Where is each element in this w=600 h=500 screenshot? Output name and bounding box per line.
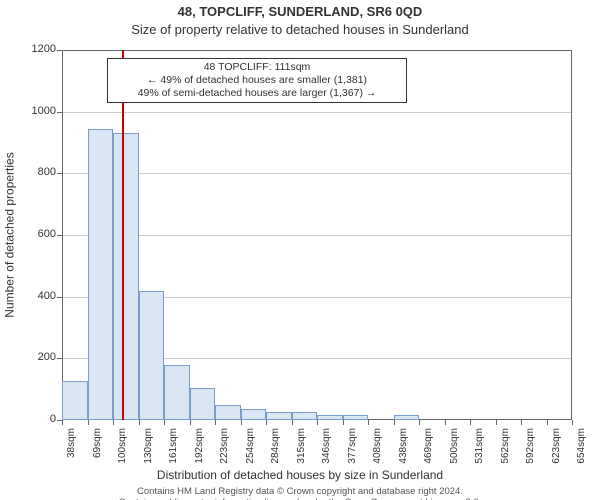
footer: Contains HM Land Registry data © Crown c… [0, 486, 600, 500]
histogram-bar [266, 412, 292, 420]
page-title: 48, TOPCLIFF, SUNDERLAND, SR6 0QD [0, 4, 600, 19]
histogram-bar [88, 129, 114, 420]
x-tick-mark [470, 420, 471, 425]
page-subtitle: Size of property relative to detached ho… [0, 22, 600, 37]
histogram-bar [113, 133, 139, 420]
x-tick-mark [445, 420, 446, 425]
annotation-line-2: ← 49% of detached houses are smaller (1,… [112, 74, 402, 87]
histogram-bar [139, 291, 165, 421]
grid-line [63, 112, 571, 113]
y-tick-label: 1000 [22, 105, 56, 117]
x-tick-mark [547, 420, 548, 425]
histogram-bar [215, 405, 241, 420]
histogram-bar [164, 365, 190, 421]
y-tick-label: 1200 [22, 43, 56, 55]
x-tick-mark [394, 420, 395, 425]
marker-line [122, 50, 124, 420]
chart-container: { "header": { "line1": "48, TOPCLIFF, SU… [0, 0, 600, 500]
y-axis-label: Number of detached properties [2, 50, 18, 420]
x-tick-mark [215, 420, 216, 425]
y-tick-label: 200 [22, 351, 56, 363]
histogram-bar [241, 409, 267, 420]
histogram-bar [317, 415, 343, 420]
y-tick-label: 600 [22, 228, 56, 240]
y-tick-label: 400 [22, 290, 56, 302]
histogram-bar [190, 388, 216, 420]
x-tick-mark [496, 420, 497, 425]
y-tick-label: 0 [22, 413, 56, 425]
annotation-box: 48 TOPCLIFF: 111sqm ← 49% of detached ho… [107, 58, 407, 103]
x-tick-mark [317, 420, 318, 425]
grid-line [63, 173, 571, 174]
y-tick-mark [57, 235, 62, 236]
footer-line-1: Contains HM Land Registry data © Crown c… [0, 486, 600, 497]
histogram-bar [292, 412, 318, 420]
y-tick-label: 800 [22, 166, 56, 178]
x-tick-mark [292, 420, 293, 425]
y-tick-mark [57, 358, 62, 359]
x-tick-mark [113, 420, 114, 425]
annotation-line-1: 48 TOPCLIFF: 111sqm [112, 61, 402, 74]
x-tick-mark [241, 420, 242, 425]
histogram-bar [62, 381, 88, 420]
x-tick-mark [343, 420, 344, 425]
x-tick-mark [164, 420, 165, 425]
y-axis-label-text: Number of detached properties [3, 152, 17, 317]
x-tick-mark [368, 420, 369, 425]
y-tick-mark [57, 173, 62, 174]
x-tick-mark [521, 420, 522, 425]
grid-line [63, 235, 571, 236]
x-tick-mark [190, 420, 191, 425]
x-tick-mark [88, 420, 89, 425]
x-tick-mark [572, 420, 573, 425]
histogram-bar [394, 415, 420, 420]
annotation-line-3: 49% of semi-detached houses are larger (… [112, 87, 402, 100]
x-tick-mark [62, 420, 63, 425]
x-tick-mark [139, 420, 140, 425]
y-tick-mark [57, 112, 62, 113]
y-tick-mark [57, 297, 62, 298]
x-tick-mark [266, 420, 267, 425]
x-tick-mark [419, 420, 420, 425]
x-axis-label: Distribution of detached houses by size … [0, 468, 600, 482]
y-tick-mark [57, 50, 62, 51]
histogram-bar [343, 415, 369, 420]
